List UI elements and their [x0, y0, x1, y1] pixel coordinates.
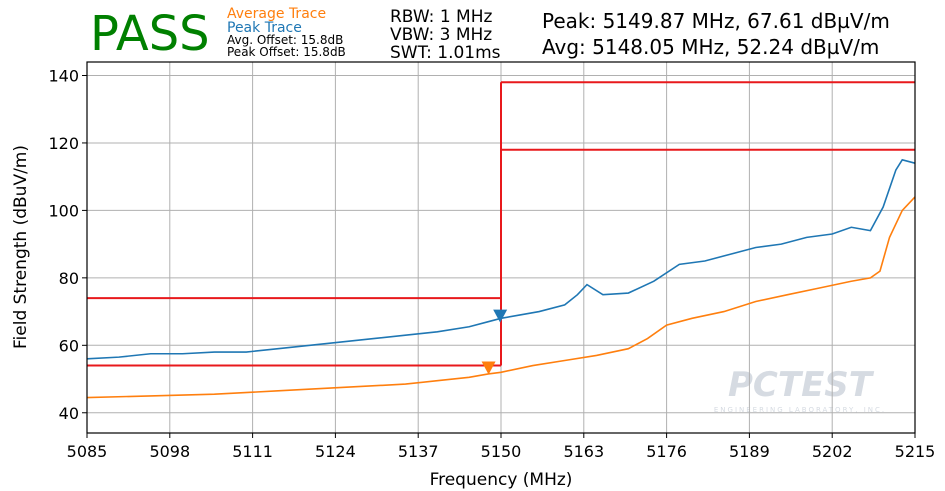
- note: Avg. Offset: 15.8dB: [227, 33, 343, 47]
- status: PASS: [90, 6, 210, 62]
- readout: Peak: 5149.87 MHz, 67.61 dBµV/m: [542, 9, 890, 33]
- marker: [493, 309, 508, 323]
- note: Peak Offset: 15.8dB: [227, 45, 346, 59]
- legend-entry: Peak Trace: [227, 20, 302, 36]
- watermark-subtitle: ENGINEERING LABORATORY, INC.: [714, 406, 886, 414]
- y-axis-label: Field Strength (dBuV/m): [11, 145, 31, 349]
- trace: [86, 158, 916, 360]
- x-tick-label: 5124: [315, 442, 356, 461]
- readout: Avg: 5148.05 MHz, 52.24 dBµV/m: [542, 35, 879, 59]
- x-tick-label: 5189: [729, 442, 770, 461]
- x-axis-label: Frequency (MHz): [430, 470, 573, 490]
- plot-frame: [86, 61, 916, 434]
- setting: VBW: 3 MHz: [390, 25, 492, 45]
- y-tick-label: 80: [59, 269, 79, 288]
- x-tick-label: 5098: [149, 442, 190, 461]
- x-tick-label: 5163: [563, 442, 604, 461]
- x-tick-label: 5137: [398, 442, 439, 461]
- x-tick-label: 5150: [481, 442, 522, 461]
- watermark: PCTEST: [728, 365, 875, 405]
- x-tick-label: 5111: [232, 442, 273, 461]
- marker: [481, 361, 496, 375]
- legend-entry: Average Trace: [227, 6, 326, 22]
- x-tick-label: 5176: [646, 442, 687, 461]
- y-tick-label: 60: [59, 336, 79, 355]
- y-tick-label: 40: [59, 404, 79, 423]
- setting: RBW: 1 MHz: [390, 7, 492, 27]
- x-tick-label: 5202: [812, 442, 853, 461]
- x-tick-label: 5215: [895, 442, 936, 461]
- setting: SWT: 1.01ms: [390, 43, 501, 63]
- trace: [86, 196, 916, 399]
- y-tick-label: 100: [48, 201, 79, 220]
- x-tick-label: 5085: [67, 442, 108, 461]
- y-tick-label: 140: [48, 66, 79, 85]
- y-tick-label: 120: [48, 134, 79, 153]
